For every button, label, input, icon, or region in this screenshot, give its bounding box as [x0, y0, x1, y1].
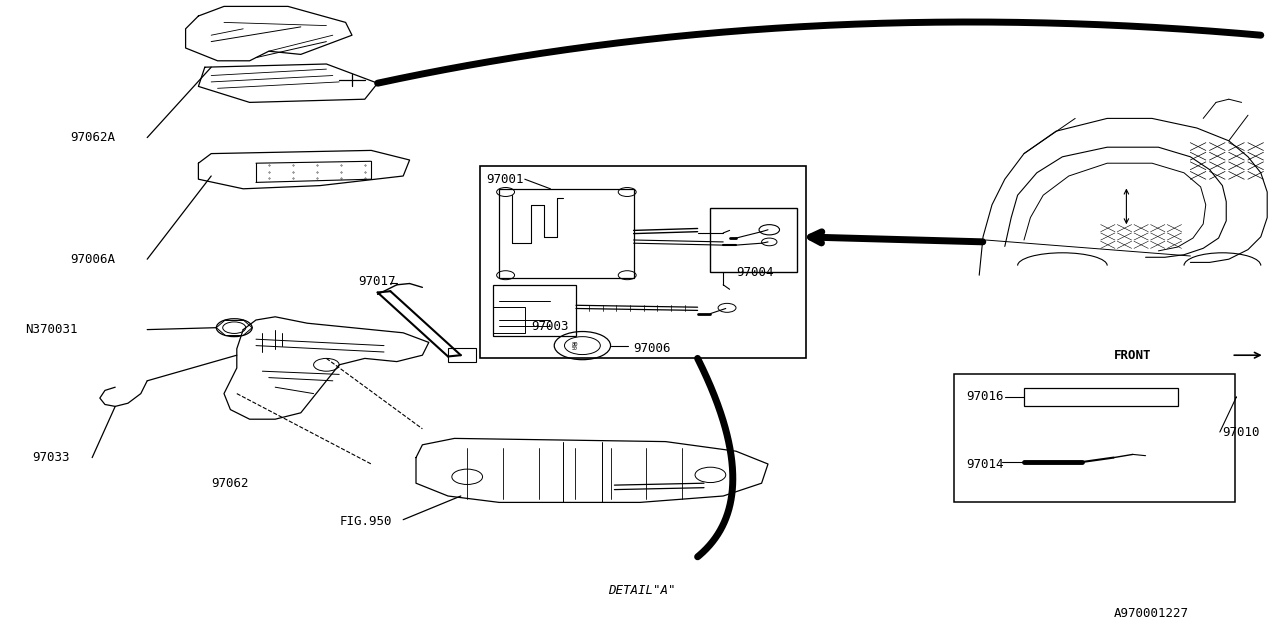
Text: N370031: N370031: [26, 323, 78, 336]
Text: 97062A: 97062A: [70, 131, 115, 144]
Text: A970001227: A970001227: [1114, 607, 1189, 620]
Bar: [448, 348, 476, 362]
Text: 97014: 97014: [966, 458, 1004, 470]
Text: 97017: 97017: [358, 275, 396, 288]
Text: 50: 50: [572, 346, 577, 351]
Text: DETAIL"A": DETAIL"A": [608, 584, 676, 596]
Text: 97004: 97004: [736, 266, 773, 278]
Text: 97001: 97001: [486, 173, 524, 186]
Text: 97016: 97016: [966, 390, 1004, 403]
Bar: [1024, 388, 1178, 406]
Text: 97033: 97033: [32, 451, 69, 464]
Text: 97062: 97062: [211, 477, 248, 490]
Text: 97006A: 97006A: [70, 253, 115, 266]
Text: 97006: 97006: [634, 342, 671, 355]
Text: 80: 80: [571, 342, 579, 347]
Text: 97010: 97010: [1222, 426, 1260, 438]
Text: FIG.950: FIG.950: [339, 515, 392, 528]
Bar: [499, 189, 634, 278]
Bar: [480, 166, 806, 358]
Bar: [493, 307, 525, 333]
Text: 97003: 97003: [531, 320, 568, 333]
Bar: [954, 374, 1235, 502]
Bar: [493, 285, 576, 336]
Text: FRONT: FRONT: [1114, 349, 1151, 362]
Bar: [710, 208, 797, 272]
